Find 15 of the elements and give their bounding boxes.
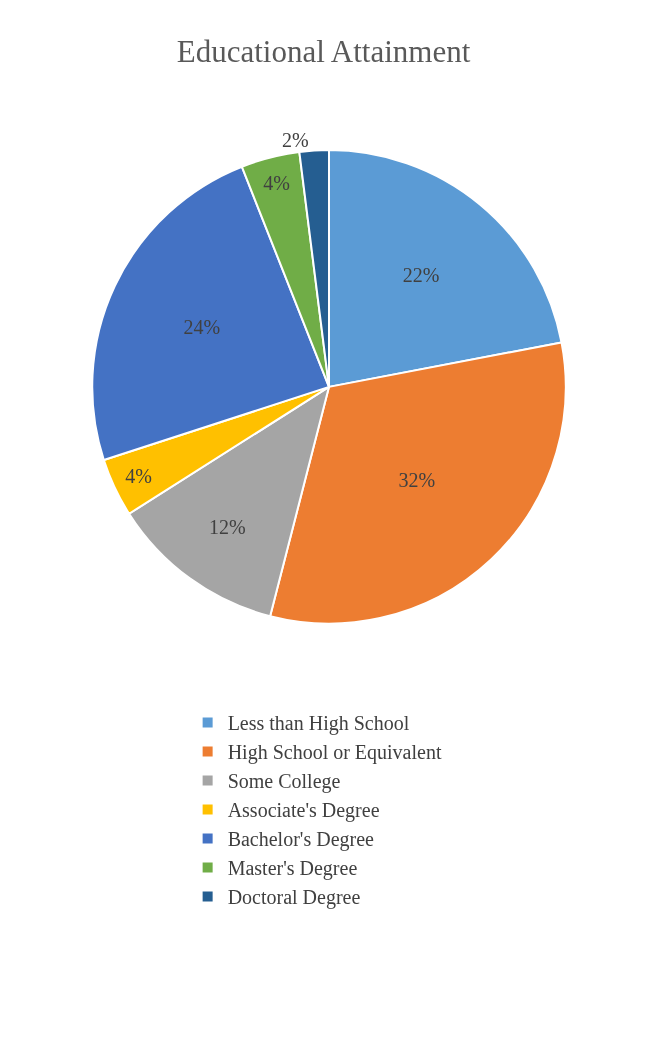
legend-label: Some College <box>227 770 341 794</box>
data-label: 4% <box>125 465 152 488</box>
legend-label: Doctoral Degree <box>227 886 361 910</box>
legend-label: Associate's Degree <box>227 799 380 823</box>
legend-label: High School or Equivalent <box>227 741 442 765</box>
data-label: 32% <box>398 469 436 492</box>
data-label: 12% <box>208 515 246 538</box>
data-label: 24% <box>183 316 221 339</box>
legend-label: Bachelor's Degree <box>227 828 375 852</box>
legend-label: Master's Degree <box>227 857 358 881</box>
data-label: 2% <box>281 128 309 151</box>
chart-title: Educational Attainment <box>176 33 471 69</box>
legend-label: Less than High School <box>227 712 410 736</box>
data-label: 4% <box>263 172 291 195</box>
data-label: 22% <box>402 264 440 287</box>
